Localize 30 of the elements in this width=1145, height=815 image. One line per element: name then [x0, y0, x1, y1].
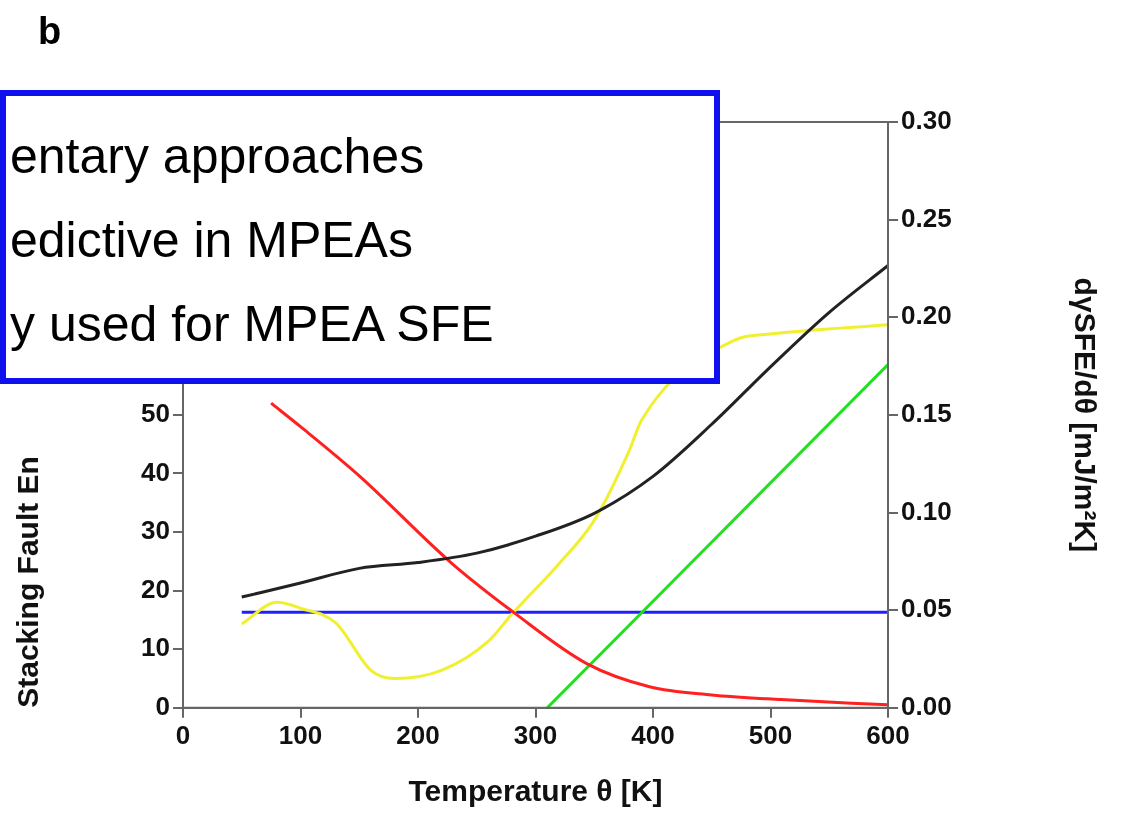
y2-tick-label: 0.20: [901, 300, 952, 331]
x-tick-label: 500: [748, 719, 793, 750]
x-axis-title: Temperature θ [K]: [408, 774, 663, 808]
x-tick-label: 600: [866, 719, 910, 750]
y2-tick-label: 0.00: [901, 690, 952, 721]
y-tick-label: 40: [141, 456, 170, 487]
y2-tick-label: 0.25: [901, 202, 952, 233]
y2-tick-label: 0.30: [901, 105, 952, 136]
annotation: edictive in MPEAs: [10, 211, 414, 270]
x-tick-label: 100: [278, 719, 323, 750]
line-series: [240, 264, 888, 599]
x-tick-label: 300: [513, 719, 558, 750]
y2-axis-title: dγSFE/dθ [mJ/m²K]: [1068, 277, 1102, 553]
y-tick-label: 30: [141, 515, 170, 546]
y2-tick-label: 0.15: [901, 398, 952, 429]
annotation: entary approaches: [10, 127, 426, 186]
y-axis-title: Stacking Fault En: [11, 456, 45, 708]
y-tick-label: 50: [141, 398, 170, 429]
text-box: entary approaches edictive in MPEAs y used for MPEA SFE: [0, 90, 720, 384]
y-tick-label: 10: [141, 632, 170, 663]
line-series: [269, 401, 888, 707]
chart-title: b: [38, 10, 62, 53]
annotation: y used for MPEA SFE: [10, 295, 495, 354]
y2-tick-label: 0.10: [901, 495, 952, 526]
y-tick-label: 20: [141, 573, 170, 604]
x-tick-label: 400: [631, 719, 675, 750]
y2-tick-label: 0.05: [901, 593, 952, 624]
x-tick-label: 200: [396, 719, 440, 750]
x-tick-label: 0: [175, 719, 191, 750]
y-tick-label: 0: [155, 690, 170, 721]
